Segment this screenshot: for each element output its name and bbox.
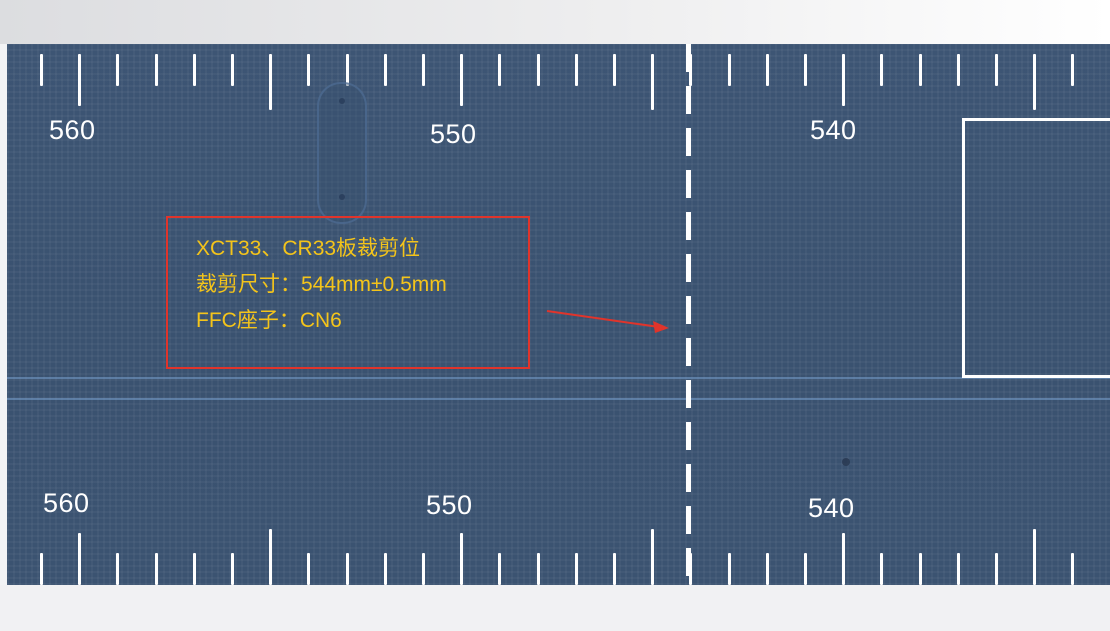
ruler-tick xyxy=(498,54,501,86)
pcb-board-photo: 560 550 540 21 22 560 550 540 XCT33、CR33… xyxy=(7,44,1110,585)
ruler-tick xyxy=(728,553,731,585)
ruler-tick xyxy=(231,553,234,585)
ruler-tick xyxy=(651,529,654,585)
ruler-tick xyxy=(116,553,119,585)
ruler-tick xyxy=(766,54,769,86)
ruler-tick xyxy=(1033,54,1036,110)
ruler-tick xyxy=(804,54,807,86)
ruler-tick xyxy=(1071,553,1074,585)
annotation-line-board: XCT33、CR33板裁剪位 xyxy=(196,237,421,260)
ruler-tick xyxy=(460,54,463,106)
ruler-tick xyxy=(155,54,158,86)
ruler-tick xyxy=(422,553,425,585)
ruler-tick xyxy=(842,533,845,585)
ruler-tick xyxy=(193,54,196,86)
ruler-tick xyxy=(460,533,463,585)
annotation-callout-box: XCT33、CR33板裁剪位 裁剪尺寸：544mm±0.5mm FFC座子：CN… xyxy=(166,216,530,369)
ruler-tick xyxy=(346,553,349,585)
silkscreen-outline xyxy=(962,118,1110,378)
ruler-tick xyxy=(307,553,310,585)
trace-line-upper xyxy=(7,377,1110,379)
ruler-tick xyxy=(1033,529,1036,585)
ruler-tick xyxy=(575,553,578,585)
annotation-line-connector: FFC座子：CN6 xyxy=(196,309,342,332)
ruler-top-label-540: 540 xyxy=(810,115,857,145)
ruler-tick xyxy=(880,553,883,585)
annotation-line-cut-size: 裁剪尺寸：544mm±0.5mm xyxy=(196,273,447,296)
ruler-tick xyxy=(231,54,234,86)
ruler-tick xyxy=(307,54,310,86)
ruler-tick xyxy=(193,553,196,585)
board-speck xyxy=(842,458,850,466)
ruler-tick xyxy=(575,54,578,86)
ruler-tick xyxy=(422,54,425,86)
bottom-background-band xyxy=(0,585,1110,631)
ruler-top xyxy=(7,44,1110,144)
ruler-tick xyxy=(995,54,998,86)
ruler-tick xyxy=(346,54,349,86)
ruler-tick xyxy=(384,54,387,86)
ruler-bottom-label-560: 560 xyxy=(43,488,90,518)
ruler-tick xyxy=(384,553,387,585)
ruler-top-label-560: 560 xyxy=(49,115,96,145)
ruler-tick xyxy=(689,553,692,585)
ruler-tick xyxy=(957,553,960,585)
ruler-tick xyxy=(78,533,81,585)
top-background-band xyxy=(0,0,1110,44)
cut-position-dashed-line xyxy=(686,44,691,585)
ruler-tick xyxy=(919,553,922,585)
ruler-tick xyxy=(880,54,883,86)
ruler-tick xyxy=(116,54,119,86)
ruler-tick xyxy=(995,553,998,585)
ruler-top-label-550: 550 xyxy=(430,119,477,149)
ruler-tick xyxy=(498,553,501,585)
ruler-tick xyxy=(269,529,272,585)
ruler-bottom-label-540: 540 xyxy=(808,493,855,523)
ruler-tick xyxy=(613,54,616,86)
slot-hole-top xyxy=(339,98,345,104)
ruler-bottom-label-550: 550 xyxy=(426,490,473,520)
annotation-arrow xyxy=(546,310,669,333)
ruler-tick xyxy=(957,54,960,86)
ruler-tick xyxy=(766,553,769,585)
ruler-tick xyxy=(40,54,43,86)
ruler-tick xyxy=(78,54,81,106)
ruler-tick xyxy=(537,54,540,86)
slot-hole-bottom xyxy=(339,194,345,200)
mounting-slot xyxy=(317,82,367,224)
ruler-tick xyxy=(155,553,158,585)
ruler-tick xyxy=(651,54,654,110)
ruler-tick xyxy=(919,54,922,86)
ruler-tick xyxy=(1071,54,1074,86)
trace-line-lower xyxy=(7,398,1110,400)
ruler-tick xyxy=(728,54,731,86)
ruler-tick xyxy=(537,553,540,585)
ruler-tick xyxy=(613,553,616,585)
ruler-bottom xyxy=(7,474,1110,585)
ruler-tick xyxy=(269,54,272,110)
ruler-tick xyxy=(842,54,845,106)
ruler-tick xyxy=(804,553,807,585)
ruler-tick xyxy=(40,553,43,585)
